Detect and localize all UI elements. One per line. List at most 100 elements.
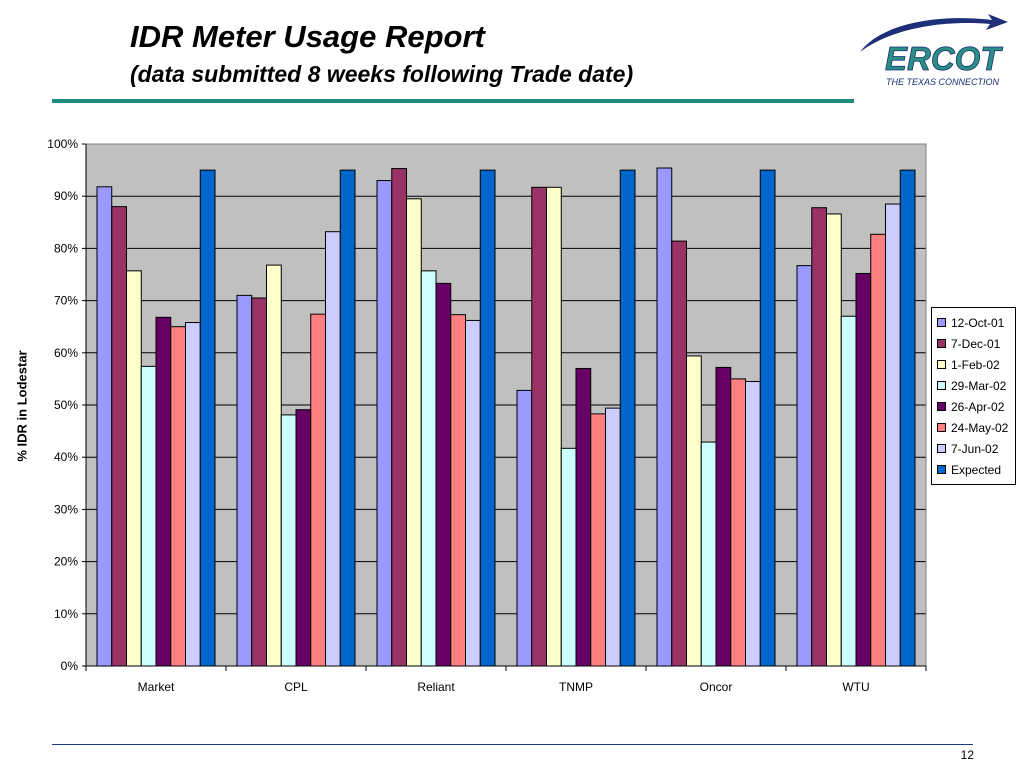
x-tick-label: CPL [284,680,308,694]
bar-expected-oncor [759,169,776,667]
bar-26-apr-02-reliant [435,282,452,667]
x-tick-label: Market [138,680,175,694]
legend-item: 1-Feb-02 [937,354,1015,375]
bar-1-feb-02-reliant [406,198,422,667]
legend-label: 1-Feb-02 [951,357,1000,372]
legend-item: 29-Mar-02 [937,375,1015,396]
ercot-logo: ERCOT THE TEXAS CONNECTION [860,14,1008,87]
y-tick-label: 0% [61,659,79,673]
y-axis-label: % IDR in Lodestar [14,350,30,462]
legend-swatch [937,423,946,432]
bar-7-jun-02-cpl [325,231,341,667]
y-tick-label: 10% [54,607,78,621]
legend-item: 7-Jun-02 [937,438,1015,459]
bar-7-jun-02-tnmp [605,407,621,667]
bar-29-mar-02-tnmp [560,447,577,667]
legend-label: 26-Apr-02 [951,399,1005,414]
bar-7-dec-01-wtu [811,207,827,667]
bar-expected-market [199,169,216,667]
bar-7-dec-01-tnmp [531,186,547,667]
y-tick-label: 90% [54,189,78,203]
bar-1-feb-02-market [126,270,142,667]
bar-12-oct-01-cpl [236,294,253,667]
bar-7-jun-02-oncor [745,381,761,667]
x-tick-label: WTU [842,680,869,694]
page-number: 12 [960,748,974,762]
bar-expected-tnmp [619,169,636,667]
bar-29-mar-02-cpl [280,414,297,667]
y-tick-label: 100% [47,137,78,151]
bar-expected-cpl [339,169,356,667]
legend-item: 24-May-02 [937,417,1015,438]
x-tick-label: Oncor [700,680,733,694]
bar-29-mar-02-reliant [420,270,437,667]
bar-1-feb-02-cpl [266,264,282,667]
bar-1-feb-02-oncor [686,355,702,667]
y-tick-label: 60% [54,346,78,360]
bar-1-feb-02-wtu [826,213,842,667]
logo-wordmark: ERCOT [885,40,1003,77]
x-tick-label: TNMP [559,680,593,694]
legend-item: 12-Oct-01 [937,312,1015,333]
legend-item: 26-Apr-02 [937,396,1015,417]
bar-24-may-02-market [170,326,186,667]
logo-swoosh [860,14,1008,52]
bar-12-oct-01-tnmp [516,389,533,667]
legend-label: 12-Oct-01 [951,315,1005,330]
x-tick-label: Reliant [417,680,455,694]
y-tick-label: 20% [54,555,78,569]
bar-1-feb-02-tnmp [546,186,562,667]
bar-24-may-02-tnmp [590,413,606,667]
legend-swatch [937,402,946,411]
bar-26-apr-02-wtu [855,272,872,667]
logo-tagline: THE TEXAS CONNECTION [886,77,1000,87]
page-subtitle: (data submitted 8 weeks following Trade … [130,61,634,87]
legend-label: 7-Dec-01 [951,336,1001,351]
y-tick-label: 40% [54,450,78,464]
legend-swatch [937,444,946,453]
bar-26-apr-02-cpl [295,409,312,667]
bar-7-dec-01-reliant [391,168,407,667]
bar-24-may-02-oncor [730,378,746,667]
legend-swatch [937,465,946,474]
legend-swatch [937,318,946,327]
bar-24-may-02-cpl [310,313,326,667]
legend-label: Expected [951,462,1002,477]
bar-29-mar-02-market [140,365,157,667]
bar-29-mar-02-wtu [840,315,857,667]
bar-24-may-02-wtu [870,233,886,667]
bar-29-mar-02-oncor [700,441,717,667]
y-tick-label: 70% [54,294,78,308]
legend-item: 7-Dec-01 [937,333,1015,354]
legend-swatch [937,381,946,390]
page-title: IDR Meter Usage Report [130,19,485,54]
legend-item: Expected [937,459,1015,480]
legend-swatch [937,339,946,348]
bar-24-may-02-reliant [450,314,466,667]
legend-label: 29-Mar-02 [951,378,1007,393]
bar-12-oct-01-market [96,186,113,667]
bar-7-dec-01-cpl [251,297,267,667]
bar-7-dec-01-oncor [671,240,687,667]
bar-26-apr-02-oncor [715,366,732,667]
y-tick-label: 50% [54,398,78,412]
chart-legend: 12-Oct-01 7-Dec-01 1-Feb-02 29-Mar-02 26-Apr… [931,307,1016,485]
legend-label: 24-May-02 [951,420,1009,435]
legend-swatch [937,360,946,369]
bar-12-oct-01-wtu [796,265,813,667]
y-tick-label: 30% [54,502,78,516]
bar-26-apr-02-market [155,316,172,667]
bar-expected-reliant [479,169,496,667]
bar-12-oct-01-oncor [656,167,673,667]
title-divider [52,99,854,103]
bar-7-jun-02-reliant [465,319,481,667]
bar-7-jun-02-wtu [885,203,901,667]
bar-expected-wtu [899,169,916,667]
footer-divider [52,744,973,745]
legend-label: 7-Jun-02 [951,441,999,456]
bar-26-apr-02-tnmp [575,367,592,667]
bar-7-dec-01-market [111,206,127,667]
y-tick-label: 80% [54,241,78,255]
bar-7-jun-02-market [185,322,201,667]
